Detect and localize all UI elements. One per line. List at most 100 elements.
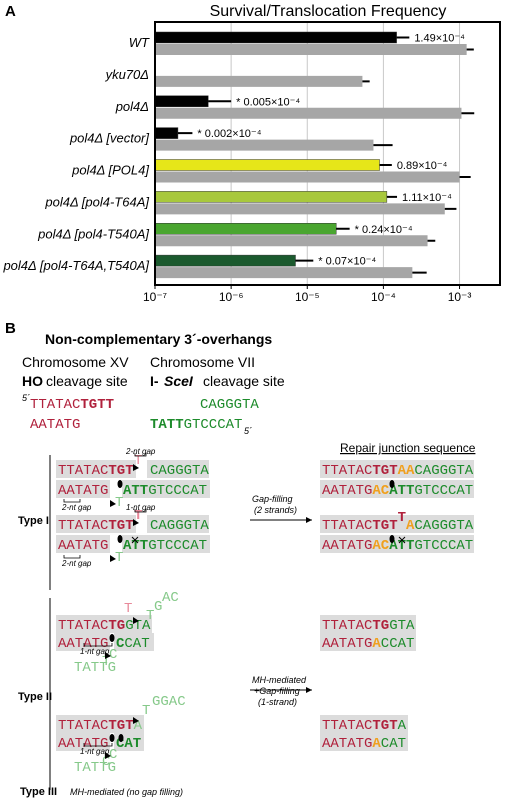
value-label: 1.11×10⁻⁴ [402, 192, 452, 204]
note: 5´ [244, 426, 252, 436]
sequence-box [320, 715, 408, 733]
sequence-box [320, 515, 474, 533]
category-label: pol4Δ [POL4] [71, 163, 149, 178]
diagram-label: B [5, 320, 16, 337]
diagram-label: Non-complementary 3´-overhangs [45, 331, 272, 347]
sequence: GTCCCAT [184, 417, 243, 433]
sequence: CAGGGTA [200, 397, 259, 413]
sequence: TTATAC [322, 518, 372, 534]
diagram-label: MH-mediated (no gap filling) [70, 787, 183, 797]
diagram-label: Type I [18, 515, 49, 527]
sequence: T [102, 654, 110, 670]
sequence: GTCCCAT [148, 483, 207, 499]
diagram-label: SceI [164, 373, 194, 389]
bar [154, 254, 296, 267]
sequence: T [115, 550, 123, 566]
sequence: TTATAC [30, 397, 80, 413]
sequence: A [134, 718, 143, 734]
value-label: 0.89×10⁻⁴ [397, 160, 448, 172]
value-label: * 0.005×10⁻⁴ [236, 96, 300, 108]
sequence: A [372, 636, 381, 652]
sequence: TG [108, 618, 125, 634]
mismatch-x [131, 536, 139, 544]
sequence: GTCCCAT [414, 538, 473, 554]
sequence: AATATG [58, 483, 108, 499]
sequence: AATATG [322, 538, 372, 554]
note: 1-nt gap [80, 647, 110, 656]
value-label: 1.49×10⁻⁴ [414, 33, 465, 45]
sequence-box [122, 480, 210, 498]
sequence: GTA [125, 618, 151, 634]
diagram-label: cleavage site [46, 373, 128, 389]
chart-title: Survival/Translocation Frequency [210, 3, 447, 20]
category-label: pol4Δ [pol4-T64A] [44, 194, 149, 209]
sequence: T [142, 703, 150, 719]
sequence: C [109, 747, 117, 763]
sequence: GTCCCAT [148, 538, 207, 554]
pair-dot [118, 734, 124, 742]
gap-bracket [83, 643, 113, 647]
sequence: AATATG [58, 736, 108, 752]
sequence: AATATG [58, 538, 108, 554]
cleavage-mark [133, 519, 139, 526]
sequence-box [56, 715, 144, 733]
pair-dot [117, 480, 123, 488]
sequence: TTATAC [322, 463, 372, 479]
sequence: A [372, 736, 381, 752]
sequence: CAT [124, 636, 149, 652]
cleavage-mark [133, 464, 139, 471]
sequence: TATT [150, 417, 184, 433]
sequence: TTATAC [58, 618, 108, 634]
sequence: CCAT [381, 636, 415, 652]
sequence: AATATG [322, 483, 372, 499]
diagram-label: (2 strands) [254, 505, 297, 515]
x-tick-label: 10⁻³ [448, 290, 472, 304]
sequence: TGT [108, 718, 133, 734]
sequence-box [114, 633, 154, 651]
sequence: TG [372, 618, 389, 634]
diagram-label: Chromosome XV [22, 354, 129, 370]
diagram-label: I- [150, 373, 159, 389]
sequence-box [320, 535, 474, 553]
sequence: T [134, 508, 142, 524]
cleavage-mark [105, 652, 111, 659]
sequence: T [146, 608, 154, 624]
arrow-head [306, 517, 312, 523]
value-label: * 0.07×10⁻⁴ [318, 256, 376, 268]
gap-bracket [134, 453, 147, 457]
sequence: TGT [372, 718, 397, 734]
note: 5´ [22, 393, 30, 403]
sequence: AC [162, 590, 179, 606]
sequence: TTATAC [58, 518, 108, 534]
sequence-box [320, 733, 408, 751]
sequence-box [56, 733, 110, 751]
sequence: G [154, 599, 162, 615]
cleavage-mark [110, 500, 116, 507]
bar [155, 107, 462, 119]
sequence: TGT [108, 518, 133, 534]
sequence-box [56, 633, 110, 651]
sequence: AC [372, 483, 389, 499]
bar [155, 203, 445, 215]
x-tick-label: 10⁻⁷ [143, 290, 167, 304]
sequence-box [147, 515, 209, 533]
category-label: pol4Δ [pol4-T64A,T540A] [2, 258, 149, 273]
pair-dot [109, 734, 115, 742]
diagram-label: +Gap-filling [254, 686, 300, 696]
note: 1-nt gap [126, 503, 156, 512]
category-label: pol4Δ [pol4-T540A] [37, 226, 149, 241]
bar [155, 44, 467, 55]
sequence: T [398, 510, 406, 526]
category-label: pol4Δ [vector] [69, 131, 149, 146]
sequence: TGT [372, 518, 397, 534]
sequence: A [406, 518, 415, 534]
bar [155, 139, 374, 151]
sequence-box [147, 460, 209, 478]
sequence: CAGGGTA [414, 518, 473, 534]
cleavage-mark [110, 555, 116, 562]
sequence: GTCCCAT [414, 483, 473, 499]
pair-dot [109, 634, 115, 642]
diagram-label: Chromosome VII [150, 354, 255, 370]
sequence: TGT [108, 463, 133, 479]
